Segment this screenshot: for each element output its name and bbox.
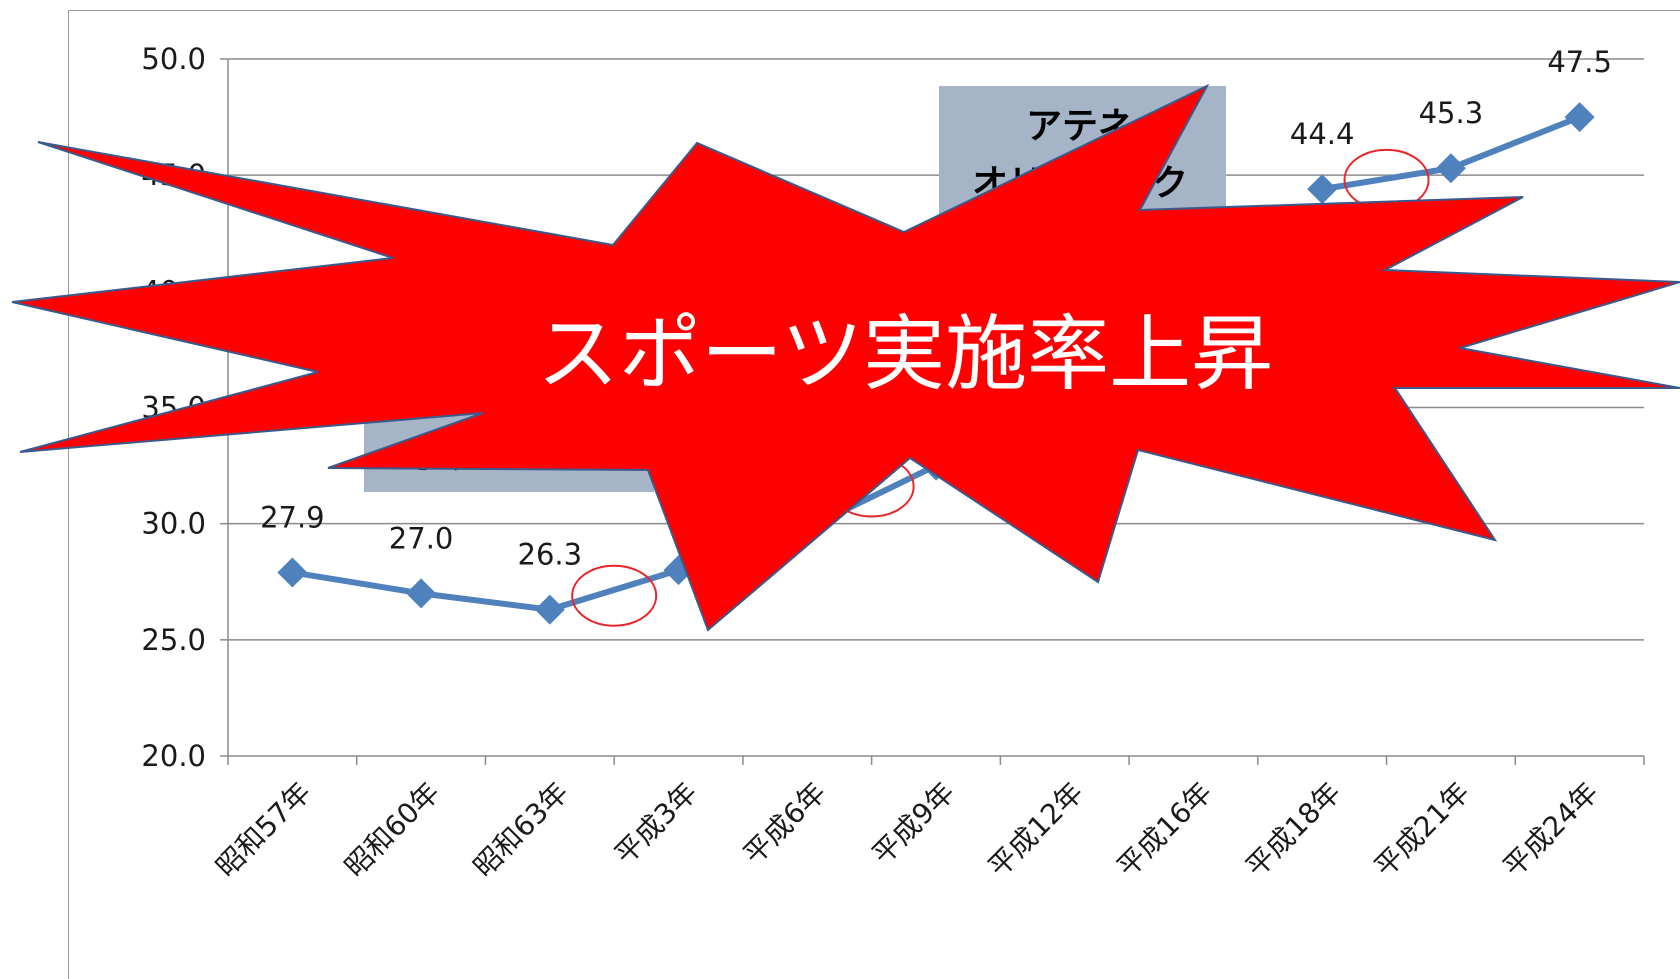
explosion-burst: スポーツ実施率上昇 <box>11 83 1680 632</box>
y-tick-label: 50.0 <box>141 42 206 76</box>
x-tick-label: 平成16年 <box>1110 776 1218 884</box>
x-tick-label: 昭和60年 <box>338 776 446 884</box>
data-point-marker <box>1435 153 1466 184</box>
x-tick-labels: 昭和57年 昭和60年 昭和63年 平成3年 平成6年 平成9年 平成12年 平成16年 平成1… <box>209 776 1604 884</box>
y-tick-label: 30.0 <box>141 507 206 541</box>
highlight-circle <box>571 564 658 627</box>
y-tick-labels: 20.025.030.035.040.045.050.0 <box>141 42 206 773</box>
x-tick-label: 平成6年 <box>737 776 832 871</box>
data-point-marker <box>1307 174 1338 205</box>
chart-frame <box>68 10 1680 979</box>
x-tick-label: 平成24年 <box>1497 776 1605 884</box>
data-label: 45.3 <box>1419 96 1484 130</box>
x-tick-label: 平成3年 <box>608 776 703 871</box>
burst-text: スポーツ実施率上昇 <box>537 307 1273 402</box>
x-tick-label: 昭和57年 <box>209 776 317 884</box>
data-point-marker <box>1564 102 1595 133</box>
data-label: 26.3 <box>518 538 583 572</box>
x-tick-label: 昭和63年 <box>467 776 575 884</box>
data-point-marker <box>534 594 565 625</box>
data-point-marker <box>277 557 308 588</box>
data-label: 44.4 <box>1290 117 1355 151</box>
x-tick-label: 平成9年 <box>866 776 961 871</box>
burst-shape <box>11 83 1680 632</box>
y-tick-label: 25.0 <box>141 623 206 657</box>
data-labels: 27.9 27.0 26.3 44.4 45.3 47.5 <box>260 45 1612 572</box>
x-tick-label: 平成21年 <box>1368 776 1476 884</box>
x-tick-label: 平成12年 <box>982 776 1090 884</box>
data-label: 27.0 <box>389 521 454 555</box>
x-tick-label: 平成18年 <box>1239 776 1347 884</box>
data-label: 27.9 <box>260 500 325 534</box>
data-point-marker <box>406 578 437 609</box>
y-tick-label: 20.0 <box>141 739 206 773</box>
data-label: 47.5 <box>1547 45 1612 79</box>
